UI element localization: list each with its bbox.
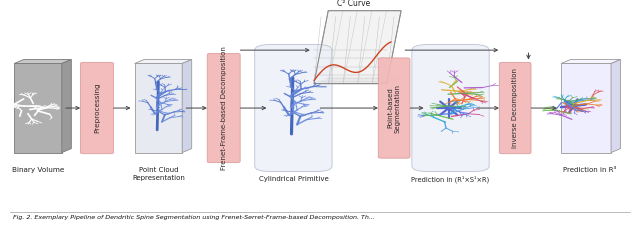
Text: Point Cloud
Representation: Point Cloud Representation [132,167,185,181]
Polygon shape [611,59,621,153]
Polygon shape [561,63,611,153]
FancyBboxPatch shape [378,58,410,158]
Polygon shape [182,59,192,153]
FancyBboxPatch shape [207,54,240,163]
Text: Prediction in (R¹×S¹×R): Prediction in (R¹×S¹×R) [412,176,490,183]
Polygon shape [561,59,621,63]
FancyBboxPatch shape [499,62,531,154]
Polygon shape [14,59,71,63]
Polygon shape [134,59,192,63]
Polygon shape [314,11,401,83]
Text: Point-based
Segmentation: Point-based Segmentation [388,83,401,133]
Text: Inverse Decomposition: Inverse Decomposition [512,68,518,148]
Text: Fig. 2. Exemplary Pipeline of Dendritic Spine Segmentation using Frenet-Serret-F: Fig. 2. Exemplary Pipeline of Dendritic … [13,215,374,220]
Text: C² Curve: C² Curve [337,0,370,9]
Text: Frenet-Frame-based Decomposition: Frenet-Frame-based Decomposition [221,46,227,170]
Text: Preprocessing: Preprocessing [94,83,100,133]
FancyBboxPatch shape [412,45,489,171]
Polygon shape [62,59,71,153]
FancyBboxPatch shape [81,62,113,154]
Polygon shape [14,63,62,153]
Text: Cylindrical Primitive: Cylindrical Primitive [259,176,328,182]
Text: Prediction in R³: Prediction in R³ [563,167,616,173]
Polygon shape [134,63,182,153]
Text: Binary Volume: Binary Volume [12,167,64,173]
FancyBboxPatch shape [255,45,332,171]
